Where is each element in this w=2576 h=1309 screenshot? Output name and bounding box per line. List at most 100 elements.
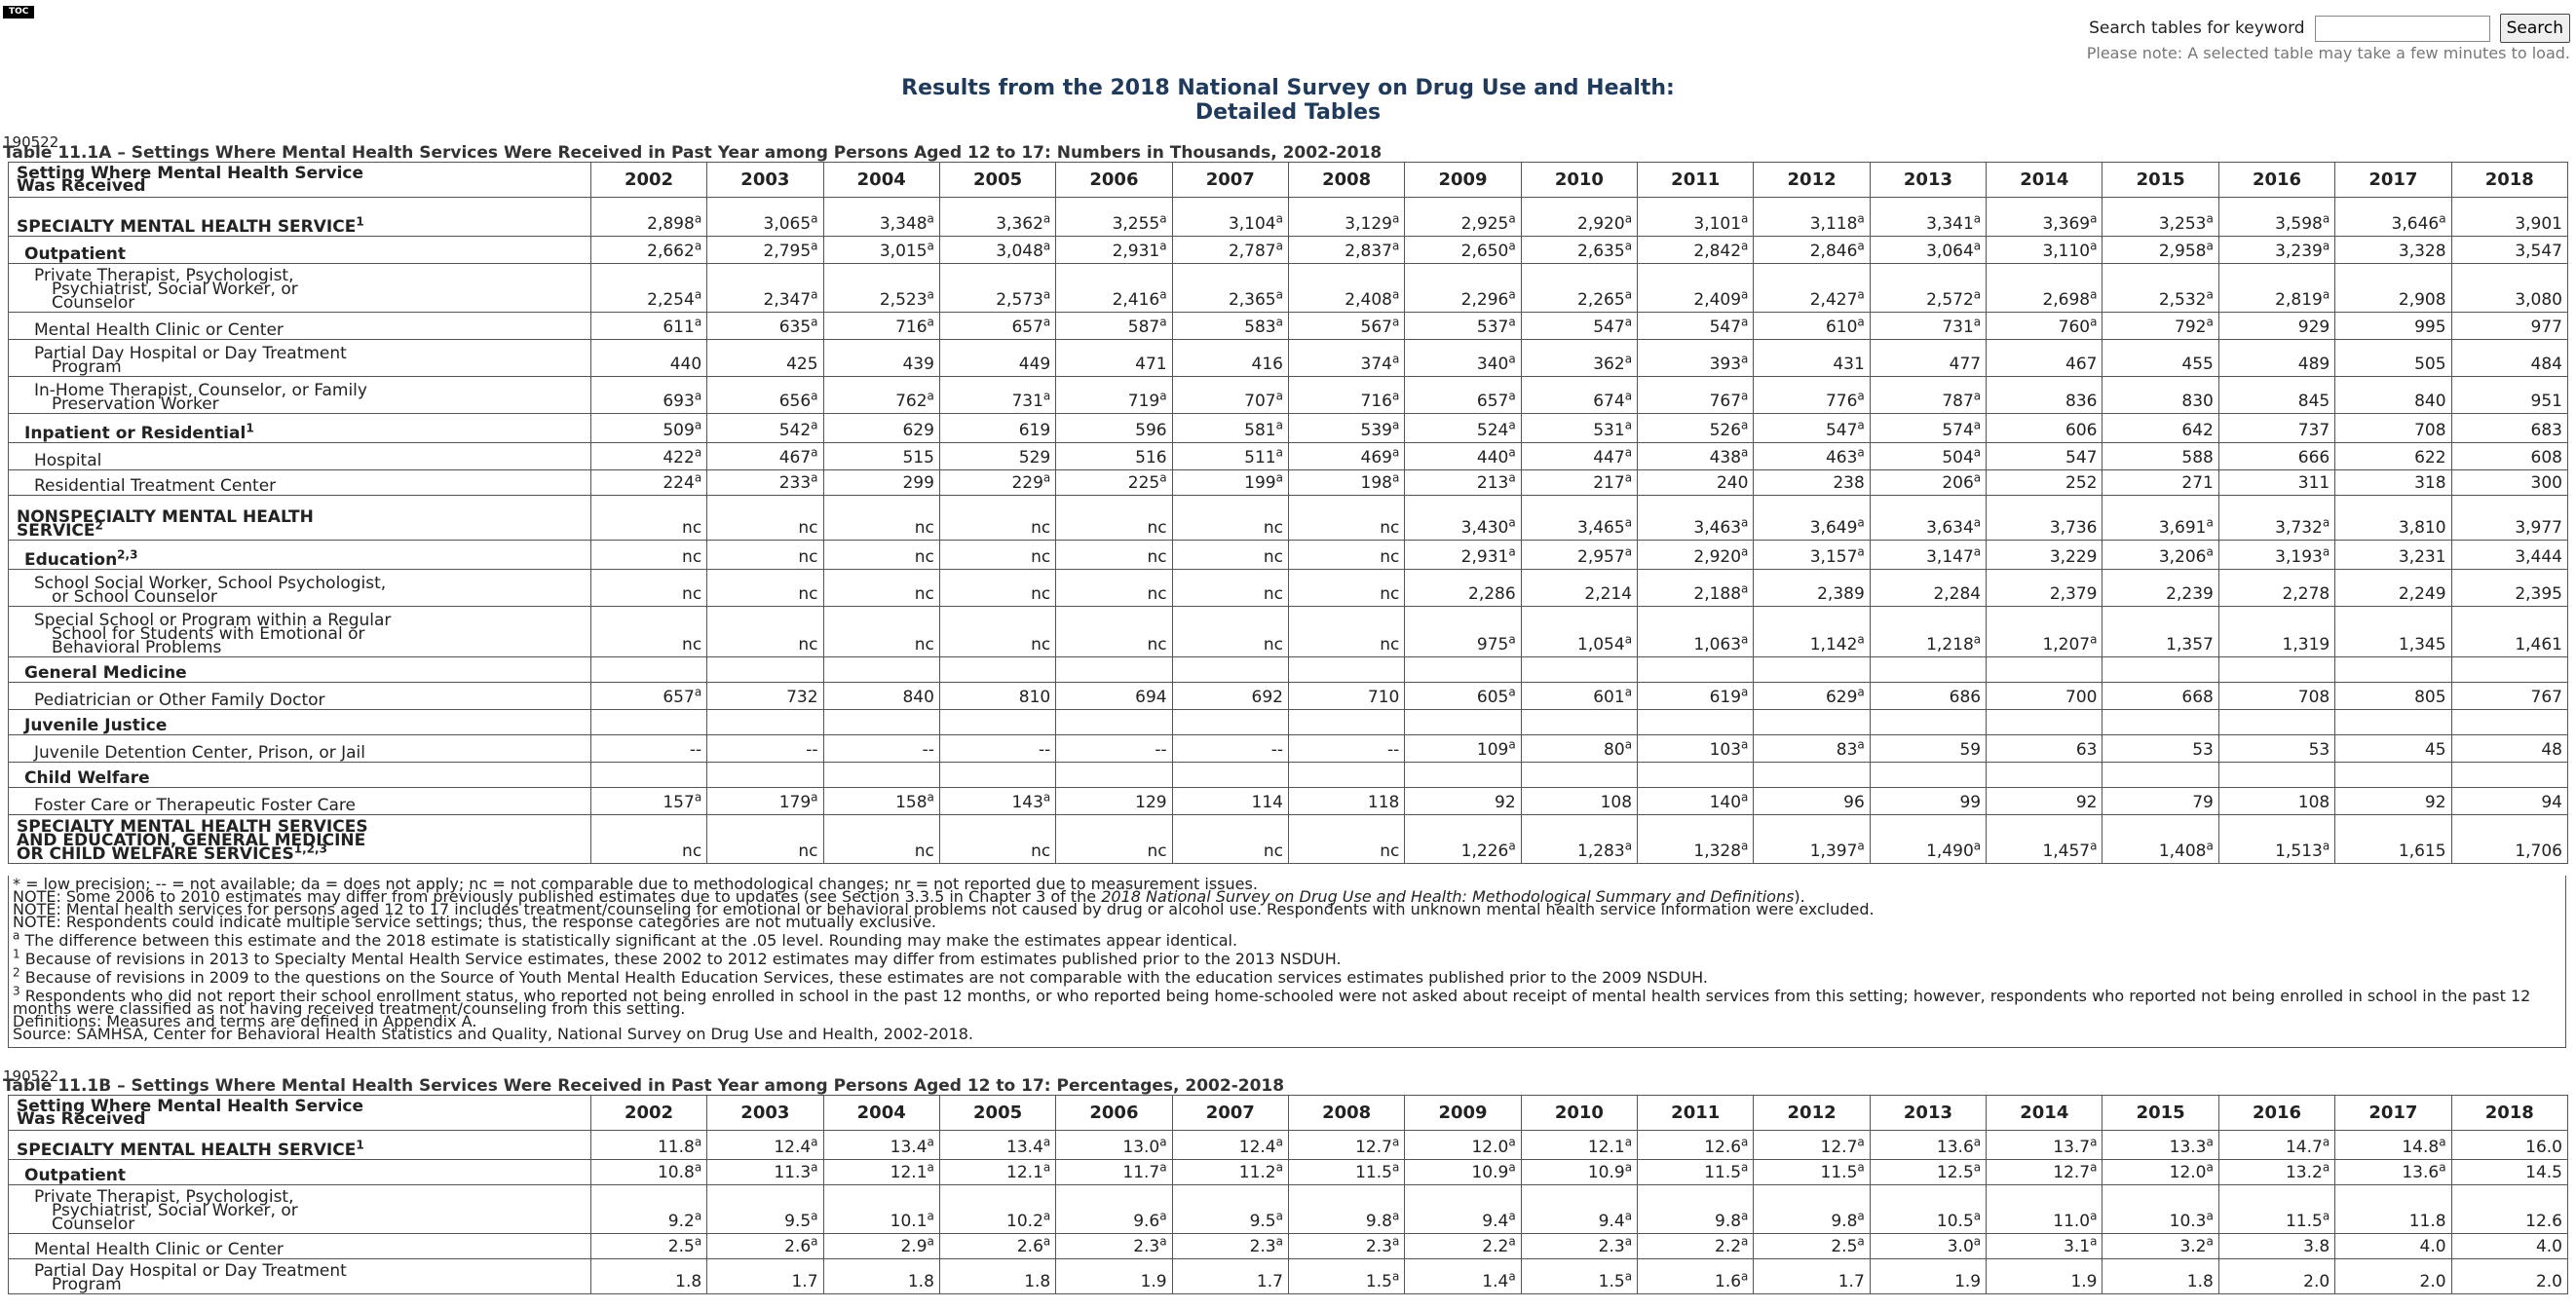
footnote-3-continued: months were classified as not having rec…: [13, 999, 686, 1018]
data-cell: 2,427a: [1753, 263, 1871, 313]
data-cell: 3,101a: [1637, 197, 1755, 237]
significance-flag: a: [2206, 315, 2214, 329]
data-cell: nc: [1171, 814, 1289, 864]
data-cell: 792a: [2102, 312, 2219, 340]
header-setting-line-1: Setting Where Mental Health Service: [17, 1096, 364, 1116]
cell-value: 1.8: [2186, 1272, 2214, 1291]
data-cell: nc: [1055, 540, 1173, 570]
cell-value: 1,490: [1926, 842, 1974, 861]
cell-value: 439: [902, 355, 934, 374]
significance-flag: a: [2206, 287, 2214, 302]
header-year: 2017: [2334, 1095, 2452, 1131]
cell-value: 3,649: [1809, 518, 1858, 538]
significance-flag: a: [1042, 790, 1051, 804]
cell-value: 2,698: [2042, 290, 2091, 310]
data-cell: 1.8: [938, 1258, 1057, 1294]
cell-value: 2,819: [2275, 290, 2323, 310]
data-cell: [706, 656, 824, 683]
data-cell: 1,328a: [1637, 814, 1755, 864]
data-cell: 567a: [1287, 312, 1406, 340]
data-cell: [2334, 709, 2452, 735]
significance-flag: a: [1624, 1234, 1633, 1249]
header-year: 2007: [1171, 162, 1289, 198]
cell-value: 1,328: [1693, 842, 1742, 861]
significance-flag: a: [2206, 1209, 2214, 1223]
cell-value: 13.6: [2402, 1163, 2440, 1182]
cell-value: 515: [902, 448, 934, 468]
header-year: 2007: [1171, 1095, 1289, 1131]
cell-value: 455: [2181, 355, 2214, 374]
cell-value: 547: [2065, 448, 2098, 468]
data-cell: 12.1a: [938, 1159, 1057, 1185]
data-cell: 10.9a: [1404, 1159, 1522, 1185]
cell-value: --: [806, 740, 818, 760]
cell-value: 129: [1135, 793, 1167, 812]
cell-value: 3,977: [2515, 518, 2562, 538]
significance-flag: a: [1391, 1269, 1400, 1284]
cell-value: 629: [902, 421, 934, 440]
cell-value: 3,147: [1926, 547, 1974, 567]
significance-flag: a: [2090, 1209, 2098, 1223]
header-setting: Setting Where Mental Health Service Was R…: [8, 162, 591, 198]
data-cell: 252: [1986, 469, 2103, 496]
row-label-line: Counselor: [52, 1215, 135, 1234]
significance-flag: a: [811, 239, 818, 253]
data-cell: 3,129a: [1287, 197, 1406, 237]
cell-value: nc: [914, 842, 934, 861]
cell-value: 14.7: [2285, 1138, 2323, 1157]
data-cell: 683: [2450, 413, 2569, 443]
data-cell: 3,341a: [1869, 197, 1988, 237]
cell-value: nc: [798, 547, 818, 567]
data-cell: --: [822, 734, 940, 763]
significance-flag: a: [811, 1160, 818, 1175]
cell-value: 668: [2181, 688, 2214, 707]
data-cell: [1171, 762, 1289, 788]
cell-value: 449: [1018, 355, 1051, 374]
table-a-notes: * = low precision; -- = not available; d…: [8, 876, 2566, 1048]
cell-value: 760: [2058, 318, 2091, 337]
table-a-id: 190522: [3, 133, 59, 151]
cell-value: 792: [2175, 318, 2207, 337]
cell-value: 467: [2065, 355, 2098, 374]
search-input[interactable]: [2314, 15, 2490, 42]
data-cell: 529: [938, 442, 1057, 470]
cell-value: 509: [663, 421, 695, 440]
data-cell: 11.3a: [706, 1159, 824, 1185]
data-cell: 2.2a: [1637, 1233, 1755, 1259]
cell-value: 2.6: [1016, 1237, 1043, 1256]
data-cell: 13.2a: [2217, 1159, 2336, 1185]
significance-flag: a: [1624, 632, 1633, 647]
cell-value: 2,265: [1577, 290, 1625, 310]
data-cell: 2,249: [2334, 569, 2452, 607]
data-cell: nc: [706, 606, 824, 657]
data-cell: 610a: [1753, 312, 1871, 340]
cell-value: 547: [1593, 318, 1625, 337]
data-cell: 2.2a: [1404, 1233, 1522, 1259]
data-cell: 3.1a: [1986, 1233, 2103, 1259]
cell-value: 224: [663, 473, 695, 493]
data-cell: [2450, 709, 2569, 735]
data-cell: 674a: [1520, 376, 1639, 414]
significance-flag: a: [1508, 287, 1516, 302]
significance-flag: a: [1973, 515, 1982, 530]
cell-value: nc: [1147, 635, 1167, 654]
cell-value: 656: [778, 392, 812, 411]
data-cell: [1520, 656, 1639, 683]
cell-value: 12.1: [1587, 1138, 1625, 1157]
data-cell: 1,461: [2450, 606, 2569, 657]
cell-value: 732: [786, 688, 818, 707]
data-cell: 710: [1287, 682, 1406, 710]
significance-flag: a: [2090, 1234, 2098, 1249]
cell-value: 601: [1593, 688, 1625, 707]
toc-link[interactable]: TOC: [3, 6, 35, 19]
search-button[interactable]: Search: [2499, 14, 2570, 43]
data-cell: 157a: [589, 787, 708, 815]
cell-value: 3.1: [2064, 1237, 2091, 1256]
data-cell: [822, 709, 940, 735]
significance-flag: a: [811, 445, 818, 460]
data-cell: 206a: [1869, 469, 1988, 496]
header-year: 2004: [822, 162, 940, 198]
cell-value: 374: [1360, 355, 1392, 374]
cell-value: 109: [1476, 740, 1509, 760]
significance-flag: a: [1624, 389, 1633, 403]
